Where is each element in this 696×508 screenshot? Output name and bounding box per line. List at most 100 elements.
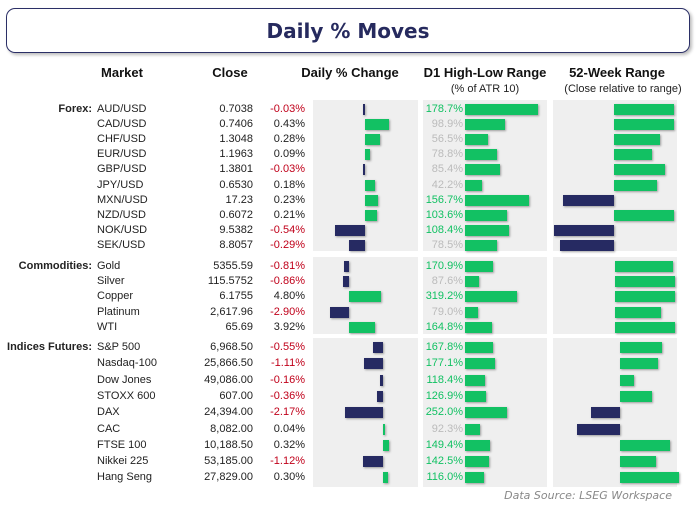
close-value: 49,086.00	[204, 373, 253, 386]
w52-bar	[615, 261, 674, 272]
w52-bar	[614, 164, 665, 176]
table-row: STOXX 600 607.00 -0.36% 126.9%	[0, 389, 696, 404]
d1-bar	[465, 306, 478, 318]
table-row: EUR/USD 1.1963 0.09% 78.8%	[0, 147, 696, 162]
w52-bar	[563, 194, 614, 206]
header-d1-sub: (% of ATR 10)	[450, 83, 520, 95]
w52-bar	[614, 119, 674, 131]
close-value: 0.7406	[219, 118, 253, 131]
close-value: 0.7038	[219, 103, 253, 115]
close-value: 53,185.00	[204, 455, 253, 468]
table-row: NZD/USD 0.6072 0.21% 103.6%	[0, 208, 696, 223]
d1-value: 118.4%	[426, 373, 464, 386]
close-value: 2,617.96	[210, 305, 253, 318]
d1-value: 56.5%	[431, 133, 463, 146]
d1-bar	[465, 261, 493, 272]
change-bar	[383, 439, 389, 451]
d1-value: 42.2%	[431, 178, 463, 191]
d1-bar	[465, 239, 498, 251]
change-value: 0.09%	[273, 148, 305, 161]
change-value: -0.03%	[270, 103, 305, 115]
table-row: SEK/USD 8.8057 -0.29% 78.5%	[0, 238, 696, 253]
change-value: -0.86%	[270, 275, 305, 288]
close-value: 5355.59	[213, 260, 253, 272]
d1-value: 170.9%	[425, 260, 463, 272]
table-row: Commodities: Gold 5355.59 -0.81% 170.9%	[0, 259, 696, 274]
change-value: -0.81%	[270, 260, 305, 272]
d1-value: 252.0%	[425, 406, 463, 419]
table-row: Copper 6.1755 4.80% 319.2%	[0, 289, 696, 304]
market-name: Copper	[97, 290, 134, 303]
d1-bar	[465, 472, 485, 484]
table-row: JPY/USD 0.6530 0.18% 42.2%	[0, 178, 696, 193]
change-value: -0.16%	[270, 373, 305, 386]
w52-bar	[614, 179, 658, 191]
w52-bar	[620, 342, 662, 353]
change-value: -2.90%	[270, 305, 305, 318]
d1-bar	[465, 439, 490, 451]
d1-value: 126.9%	[425, 389, 463, 402]
d1-value: 92.3%	[431, 422, 463, 435]
market-name: SEK/USD	[97, 238, 146, 251]
close-value: 24,394.00	[204, 406, 253, 419]
market-name: NZD/USD	[97, 208, 146, 221]
d1-value: 103.6%	[425, 208, 463, 221]
market-name: CHF/USD	[97, 133, 146, 146]
table-row: Dow Jones 49,086.00 -0.16% 118.4%	[0, 373, 696, 388]
change-value: -0.36%	[270, 389, 305, 402]
close-value: 6,968.50	[210, 341, 253, 353]
market-name: Nasdaq-100	[97, 357, 157, 370]
change-bar	[349, 291, 382, 303]
header-52w: 52-Week Range	[569, 65, 665, 80]
w52-bar	[614, 104, 674, 115]
d1-value: 164.8%	[425, 320, 463, 333]
w52-bar	[591, 407, 620, 419]
close-value: 1.3048	[219, 133, 253, 146]
table-row: Platinum 2,617.96 -2.90% 79.0%	[0, 305, 696, 320]
table-row: Indices Futures: S&P 500 6,968.50 -0.55% 167…	[0, 340, 696, 355]
change-value: 0.30%	[273, 471, 305, 484]
change-bar	[380, 374, 383, 386]
d1-value: 87.6%	[431, 275, 463, 288]
market-name: Dow Jones	[97, 373, 152, 386]
market-name: DAX	[97, 406, 120, 419]
section-label: Forex:	[58, 103, 92, 115]
d1-bar	[465, 209, 508, 221]
change-value: 3.92%	[273, 320, 305, 333]
section-label: Indices Futures:	[7, 341, 92, 353]
w52-bar	[560, 239, 614, 251]
change-value: 0.32%	[273, 438, 305, 451]
d1-value: 149.4%	[425, 438, 463, 451]
close-value: 27,829.00	[204, 471, 253, 484]
d1-bar	[465, 134, 489, 146]
d1-value: 178.7%	[425, 103, 463, 115]
change-bar	[363, 104, 365, 115]
change-bar	[363, 456, 383, 468]
change-value: 0.43%	[273, 118, 305, 131]
change-bar	[349, 321, 376, 333]
market-name: EUR/USD	[97, 148, 147, 161]
d1-value: 177.1%	[425, 357, 463, 370]
d1-bar	[465, 358, 495, 370]
d1-bar	[465, 119, 506, 131]
header-52w-sub: (Close relative to range)	[564, 83, 682, 95]
data-source: Data Source: LSEG Workspace	[504, 489, 672, 502]
d1-bar	[465, 104, 538, 115]
change-value: -1.12%	[270, 455, 305, 468]
change-bar	[329, 306, 349, 318]
d1-value: 108.4%	[425, 223, 463, 236]
market-name: CAC	[97, 422, 121, 435]
w52-bar	[620, 439, 671, 451]
market-name: Hang Seng	[97, 471, 153, 484]
change-bar	[365, 119, 389, 131]
d1-value: 167.8%	[425, 341, 463, 353]
w52-bar	[554, 224, 614, 236]
header-market: Market	[101, 65, 143, 80]
change-value: -1.11%	[270, 357, 305, 370]
w52-bar	[620, 472, 679, 484]
w52-bar	[614, 209, 674, 221]
change-value: 0.23%	[273, 193, 305, 206]
close-value: 0.6072	[219, 208, 253, 221]
w52-bar	[615, 276, 675, 288]
change-bar	[383, 423, 385, 435]
